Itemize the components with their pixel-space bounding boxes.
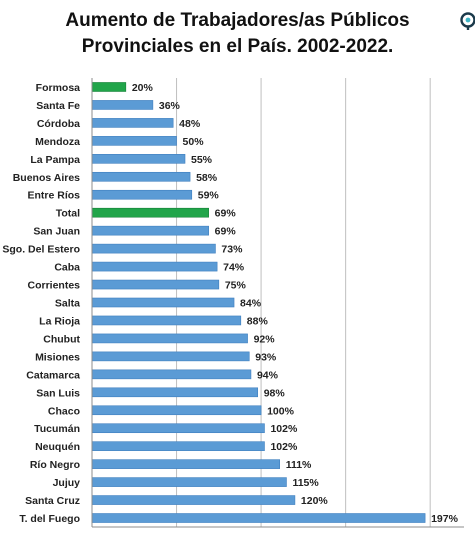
category-label: La Pampa — [30, 154, 80, 166]
bar-buenos-aires — [91, 171, 191, 182]
chart-title: Aumento de Trabajadores/as Públicos Prov… — [0, 8, 475, 60]
category-label: Córdoba — [37, 118, 80, 130]
category-label: Salta — [55, 298, 80, 310]
category-label: Catamarca — [26, 369, 80, 381]
category-label: Santa Cruz — [25, 495, 80, 507]
value-label: 88% — [247, 315, 269, 327]
value-label: 102% — [270, 441, 298, 453]
bar-misiones — [91, 351, 250, 362]
category-label: Santa Fe — [36, 100, 80, 112]
category-label: Misiones — [35, 351, 80, 363]
category-label: Caba — [54, 262, 80, 274]
category-label: Río Negro — [30, 459, 80, 471]
bar-chaco — [91, 405, 262, 416]
bars — [91, 82, 426, 523]
bar-neuqu-n — [91, 441, 265, 451]
category-label: Neuquén — [35, 441, 80, 453]
value-label: 75% — [225, 280, 247, 292]
category-label: Chaco — [48, 405, 80, 417]
value-label: 100% — [267, 405, 295, 417]
bar-t-del-fuego — [91, 513, 426, 523]
value-label: 120% — [301, 495, 329, 507]
bar-santa-cruz — [91, 495, 296, 505]
value-label: 111% — [286, 459, 312, 471]
category-label: Mendoza — [35, 136, 80, 148]
value-label: 92% — [254, 333, 276, 345]
value-label: 69% — [215, 226, 237, 238]
category-label: Sgo. Del Estero — [2, 244, 80, 256]
value-label: 115% — [292, 477, 319, 489]
value-label: 197% — [431, 513, 459, 525]
value-label: 93% — [255, 351, 277, 363]
bar-san-juan — [91, 225, 209, 236]
value-label: 73% — [221, 244, 243, 256]
value-label: 84% — [240, 298, 262, 310]
bar-entre-r-os — [91, 189, 193, 200]
category-label: Formosa — [36, 82, 81, 94]
value-label: 20% — [132, 82, 154, 94]
bar-total — [91, 207, 209, 218]
value-label: 36% — [159, 100, 181, 112]
bar-caba — [91, 261, 218, 272]
category-label: Total — [56, 208, 80, 220]
value-label: 94% — [257, 369, 279, 381]
bar-mendoza — [91, 136, 177, 146]
category-label: San Luis — [36, 387, 80, 399]
value-label: 102% — [270, 423, 298, 435]
bar-formosa — [91, 82, 127, 92]
chart-title-line-2: Provinciales en el País. 2002-2022. — [81, 36, 394, 57]
value-label: 69% — [215, 208, 237, 220]
bar-r-o-negro — [91, 459, 280, 469]
category-label: Buenos Aires — [13, 172, 80, 184]
value-label: 74% — [223, 262, 245, 274]
value-label: 48% — [179, 118, 201, 130]
category-label: Jujuy — [53, 477, 81, 489]
bar-corrientes — [91, 279, 220, 290]
value-label: 58% — [196, 172, 218, 184]
category-label: Corrientes — [27, 280, 80, 292]
chart-title-line-1: Aumento de Trabajadores/as Públicos — [65, 10, 410, 31]
bar-santa-fe — [91, 100, 154, 110]
bar-sgo-del-estero — [91, 243, 216, 254]
bar-c-rdoba — [91, 118, 174, 128]
value-label: 50% — [183, 136, 205, 148]
category-label: La Rioja — [39, 315, 80, 327]
bar-jujuy — [91, 477, 287, 487]
value-label: 98% — [264, 387, 286, 399]
category-label: T. del Fuego — [19, 513, 80, 525]
bar-catamarca — [91, 369, 252, 380]
category-labels: Formosa Santa Fe Córdoba Mendoza La Pampa Bue… — [2, 82, 80, 525]
value-label: 59% — [198, 190, 220, 202]
value-label: 55% — [191, 154, 213, 166]
bar-la-pampa — [91, 154, 186, 164]
value-labels: 20% 36% 48% 50% 55% 58% 59% 69% 69% 73% 74% 75% 84% 8… — [132, 82, 459, 525]
bar-tucum-n — [91, 423, 265, 434]
category-label: Entre Ríos — [27, 190, 80, 202]
bar-san-luis — [91, 387, 259, 398]
axis — [91, 78, 464, 528]
category-label: San Juan — [33, 226, 80, 238]
bar-salta — [91, 297, 235, 308]
bar-chubut — [91, 333, 248, 344]
category-label: Chubut — [43, 333, 80, 345]
bar-la-rioja — [91, 315, 242, 326]
category-label: Tucumán — [34, 423, 80, 435]
